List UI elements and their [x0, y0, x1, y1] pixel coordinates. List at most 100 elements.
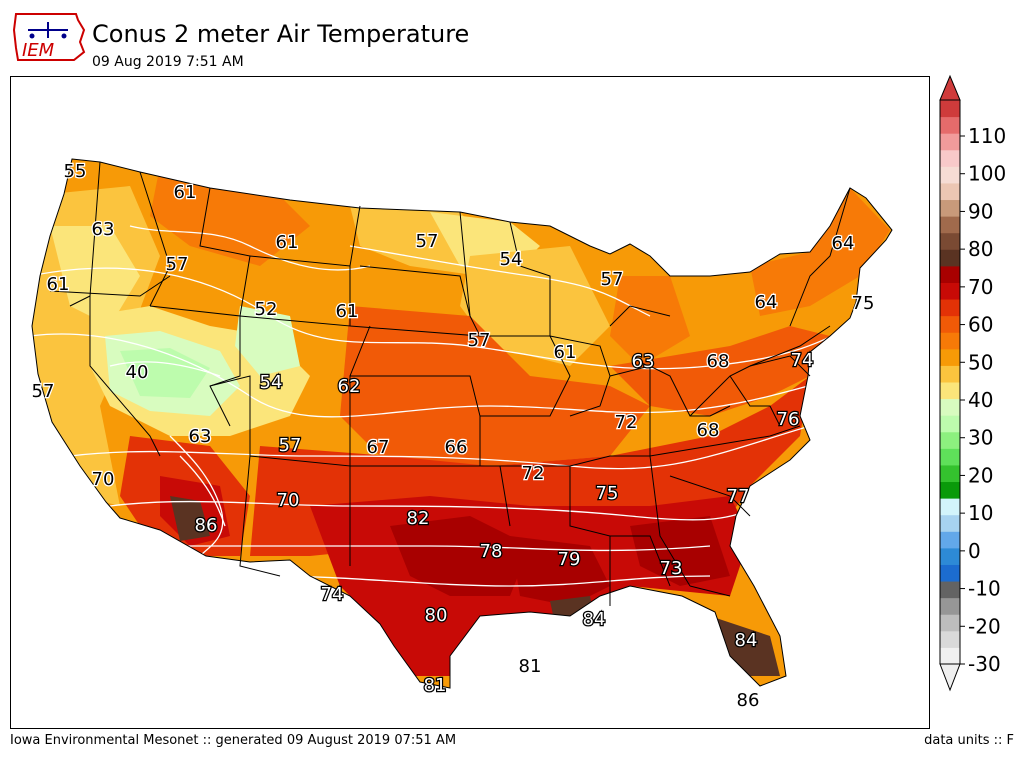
temperature-label: 73	[660, 558, 683, 579]
footer-credit: Iowa Environmental Mesonet :: generated …	[10, 733, 457, 748]
colorbar-segment	[940, 581, 960, 599]
temperature-label: 81	[519, 656, 542, 677]
colorbar-segment	[940, 216, 960, 234]
temperature-label: 52	[255, 299, 278, 320]
temperature-label: 61	[276, 232, 299, 253]
temperature-label: 66	[445, 437, 468, 458]
colorbar-segment	[940, 630, 960, 648]
temperature-label: 76	[777, 409, 800, 430]
colorbar-tick-label: -20	[968, 614, 1001, 638]
temperature-label: 62	[338, 376, 361, 397]
colorbar-tick-label: 90	[968, 199, 993, 223]
colorbar-segment	[940, 282, 960, 300]
temperature-label: 61	[336, 301, 359, 322]
temperature-label: 57	[279, 435, 302, 456]
colorbar: 110 100 90 80 70 60 50 40 30 20 10 0 -10 -20 -30	[934, 74, 1024, 694]
temperature-label: 64	[755, 292, 778, 313]
temperature-label: 40	[126, 362, 149, 383]
colorbar-tick-label: -30	[968, 652, 1001, 676]
temperature-label: 75	[596, 483, 619, 504]
colorbar-segment	[940, 149, 960, 167]
colorbar-tick-label: 100	[968, 162, 1006, 186]
temperature-label: 68	[707, 351, 730, 372]
state-borders	[31, 158, 893, 689]
colorbar-segment	[940, 647, 960, 665]
temperature-label: 54	[260, 372, 283, 393]
temperature-label: 86	[737, 690, 760, 711]
colorbar-segment	[940, 415, 960, 433]
colorbar-segment	[940, 199, 960, 217]
temperature-label: 78	[480, 541, 503, 562]
temperature-label: 81	[424, 675, 447, 696]
temperature-label: 72	[615, 412, 638, 433]
temperature-label: 64	[832, 233, 855, 254]
colorbar-segment	[940, 531, 960, 549]
colorbar-segment	[940, 315, 960, 333]
colorbar-segment	[940, 514, 960, 532]
temperature-map: 55 61 63 61 57 57 54 61 57 52 61 64 64 75 57 40 54 62 57 61…	[10, 76, 930, 729]
colorbar-segment	[940, 382, 960, 400]
colorbar-segment	[940, 464, 960, 483]
colorbar-segment	[940, 100, 960, 118]
colorbar-segment	[940, 481, 960, 499]
temperature-label: 55	[64, 161, 87, 182]
colorbar-segment	[940, 133, 960, 151]
colorbar-segment	[940, 597, 960, 615]
colorbar-segment	[940, 564, 960, 582]
colorbar-tick-label: 10	[968, 501, 993, 525]
colorbar-tick-label: 110	[968, 124, 1006, 148]
temperature-label: 70	[92, 469, 115, 490]
colorbar-segment	[940, 614, 960, 632]
temperature-label: 63	[632, 351, 655, 372]
colorbar-segment	[940, 232, 960, 250]
temperature-label: 63	[92, 219, 115, 240]
colorbar-tick-label: -10	[968, 577, 1001, 601]
station-labels: 55 61 63 61 57 57 54 61 57 52 61 64 64 75 57 40 54 62 57 61…	[30, 160, 875, 711]
temperature-label: 72	[522, 463, 545, 484]
temperature-label: 54	[500, 249, 523, 270]
temperature-label: 74	[791, 350, 814, 371]
temperature-label: 80	[425, 605, 448, 626]
colorbar-segment	[940, 498, 960, 516]
colorbar-tick-label: 40	[968, 388, 993, 412]
temperature-label: 63	[189, 426, 212, 447]
chart-subtitle: 09 Aug 2019 7:51 AM	[92, 54, 244, 70]
temperature-label: 57	[32, 381, 55, 402]
temperature-label: 57	[601, 269, 624, 290]
colorbar-segment	[940, 116, 960, 134]
iem-logo: IEM	[10, 8, 86, 66]
colorbar-segment	[940, 182, 960, 201]
footer-units: data units :: F	[924, 733, 1014, 748]
chart-title: Conus 2 meter Air Temperature	[92, 20, 470, 48]
temperature-label: 74	[321, 584, 344, 605]
temperature-label: 82	[407, 508, 430, 529]
temperature-label: 75	[852, 293, 875, 314]
colorbar-segment	[940, 249, 960, 267]
isotherms	[32, 225, 891, 587]
colorbar-segment	[940, 547, 960, 565]
colorbar-tick-label: 50	[968, 350, 993, 374]
colorbar-segment	[940, 166, 960, 184]
colorbar-segment	[940, 431, 960, 449]
colorbar-segment	[940, 299, 960, 317]
colorbar-tick-label: 70	[968, 275, 993, 299]
temperature-label: 84	[735, 630, 758, 651]
colorbar-segment	[940, 365, 960, 383]
colorbar-segment	[940, 448, 960, 466]
colorbar-segment	[940, 348, 960, 366]
temperature-label: 86	[195, 515, 218, 536]
temperature-label: 68	[697, 420, 720, 441]
colorbar-min-arrow	[939, 663, 961, 692]
colorbar-tick-label: 0	[968, 539, 981, 563]
temperature-label: 61	[47, 274, 70, 295]
colorbar-segment	[940, 265, 960, 283]
temperature-label: 57	[468, 330, 491, 351]
temperature-label: 67	[367, 437, 390, 458]
temperature-label: 77	[727, 486, 750, 507]
temperature-label: 70	[277, 490, 300, 511]
temperature-label: 61	[554, 342, 577, 363]
colorbar-tick-label: 20	[968, 463, 993, 487]
colorbar-tick-label: 30	[968, 426, 993, 450]
colorbar-tick-label: 60	[968, 313, 993, 337]
colorbar-segment	[940, 332, 960, 350]
